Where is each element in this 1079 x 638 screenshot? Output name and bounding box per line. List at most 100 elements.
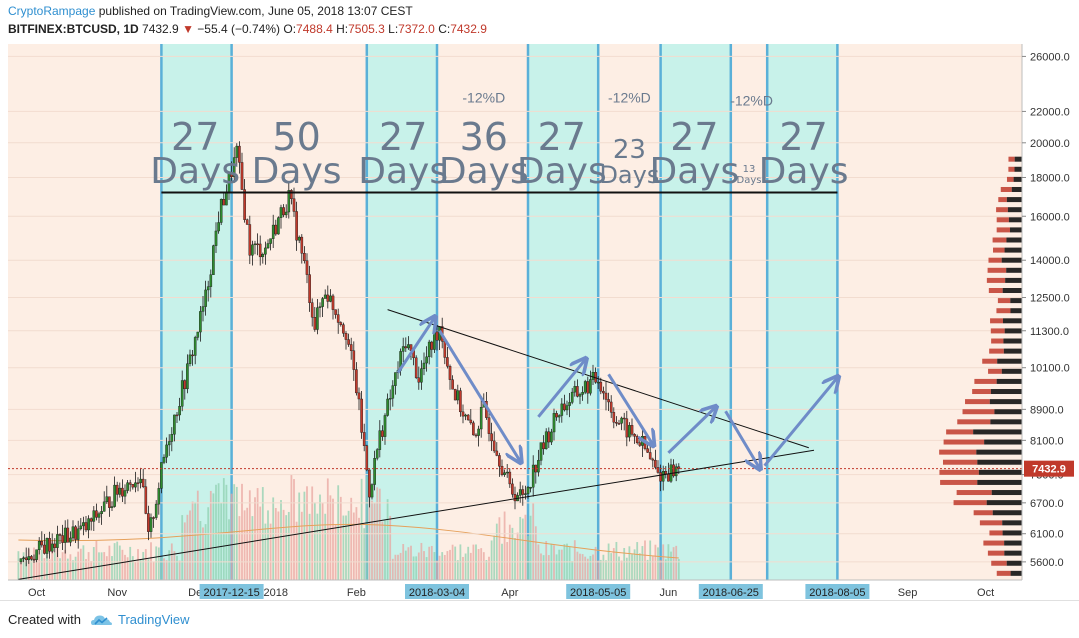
candle-body xyxy=(230,172,233,177)
candle-body xyxy=(162,456,166,463)
price-tick-label: 22000.0 xyxy=(1030,106,1070,118)
volume-bar xyxy=(625,557,628,580)
candle-body xyxy=(648,452,652,460)
volume-bar xyxy=(638,553,641,580)
volume-profile-bar xyxy=(1008,166,1015,172)
volume-bar xyxy=(230,493,233,580)
candle-body xyxy=(191,354,194,357)
date-tag xyxy=(566,584,631,599)
candle-body xyxy=(292,198,296,212)
volume-bar xyxy=(592,554,594,580)
candle-body xyxy=(118,487,122,495)
volume-bar xyxy=(503,511,506,580)
price-tick-label: 11300.0 xyxy=(1030,326,1069,338)
volume-bar xyxy=(95,540,98,580)
tradingview-logo-icon[interactable] xyxy=(90,612,114,628)
candle-body xyxy=(334,309,337,315)
candle-body xyxy=(378,430,382,450)
volume-bar xyxy=(176,555,178,580)
candle-body xyxy=(136,482,140,484)
volume-bar xyxy=(433,552,436,580)
volume-bar xyxy=(189,510,191,580)
candle-body xyxy=(529,487,532,489)
candle-body xyxy=(565,405,569,411)
candle-body xyxy=(258,243,262,258)
candle-body xyxy=(126,482,129,491)
candle-body xyxy=(274,224,278,235)
volume-profile-bar xyxy=(1007,207,1022,213)
volume-bar xyxy=(48,559,51,580)
volume-bar xyxy=(384,520,386,580)
volume-bar xyxy=(199,521,202,580)
candle-body xyxy=(82,522,85,527)
candle-body xyxy=(144,486,148,514)
volume-bar xyxy=(599,559,602,580)
volume-profile-bar xyxy=(1013,176,1022,182)
volume-bar xyxy=(579,553,581,580)
candle-body xyxy=(617,422,621,425)
volume-profile-bar xyxy=(992,510,1022,516)
candle-body xyxy=(217,222,220,232)
volume-bar xyxy=(389,515,392,580)
volume-profile-bar xyxy=(1002,288,1022,294)
volume-bar xyxy=(139,560,142,580)
volume-bar xyxy=(27,549,30,580)
forecast-arrow xyxy=(396,318,434,374)
price-tick-label: 18000.0 xyxy=(1030,172,1070,184)
candle-body xyxy=(656,467,660,473)
volume-profile-bar xyxy=(973,429,1022,435)
candle-body xyxy=(251,244,254,256)
author-name[interactable]: CryptoRampage xyxy=(8,4,96,18)
volume-bar xyxy=(46,541,48,580)
volume-bar xyxy=(217,483,220,580)
date-tag-label: 2018-05-05 xyxy=(570,587,626,599)
volume-profile-bar xyxy=(1008,217,1022,223)
volume-bar xyxy=(672,547,675,580)
candle-body xyxy=(92,510,96,522)
candle-body xyxy=(297,236,301,241)
volume-bar xyxy=(342,515,345,580)
volume-bar xyxy=(677,559,680,580)
candle-body xyxy=(266,243,270,249)
volume-bar xyxy=(313,502,316,580)
price-tick-label: 8100.0 xyxy=(1030,435,1064,447)
volume-bar xyxy=(386,499,389,580)
volume-profile-bar xyxy=(1005,277,1022,283)
volume-bar xyxy=(178,560,181,580)
tradingview-link[interactable]: TradingView xyxy=(118,612,190,627)
volume-bar xyxy=(495,523,498,580)
candle-body xyxy=(173,414,176,435)
volume-bar xyxy=(308,513,311,580)
candle-body xyxy=(277,217,280,235)
candle-body xyxy=(290,190,293,199)
candle-body xyxy=(232,157,236,177)
volume-bar xyxy=(485,560,488,580)
candle-body xyxy=(50,543,54,552)
volume-bar xyxy=(220,502,223,580)
volume-profile-bar xyxy=(996,207,1008,213)
time-tick-label: Nov xyxy=(107,587,127,599)
volume-bar xyxy=(464,553,467,580)
date-tag xyxy=(805,584,870,599)
volume-bar xyxy=(628,546,631,580)
candle-body xyxy=(186,363,189,390)
volume-bar xyxy=(238,516,241,580)
volume-bar xyxy=(363,528,366,580)
candle-body xyxy=(149,517,153,532)
cycle-days-word: Days xyxy=(252,151,342,192)
candle-body xyxy=(456,390,460,401)
volume-bar xyxy=(207,507,210,580)
candle-body xyxy=(604,392,608,400)
price-chart[interactable]: 27Days50Days27Days36Days27Days23Days27Da… xyxy=(0,0,1079,600)
candle-body xyxy=(352,350,356,370)
candle-body xyxy=(115,484,119,495)
candle-body xyxy=(573,386,577,393)
candle-body xyxy=(612,412,616,423)
publish-info: CryptoRampage published on TradingView.c… xyxy=(8,4,413,18)
volume-profile-bar xyxy=(946,429,974,435)
volume-bar xyxy=(425,557,428,580)
candle-body xyxy=(547,431,551,443)
candle-body xyxy=(271,224,275,239)
candle-body xyxy=(63,527,67,543)
volume-bar xyxy=(545,541,548,580)
